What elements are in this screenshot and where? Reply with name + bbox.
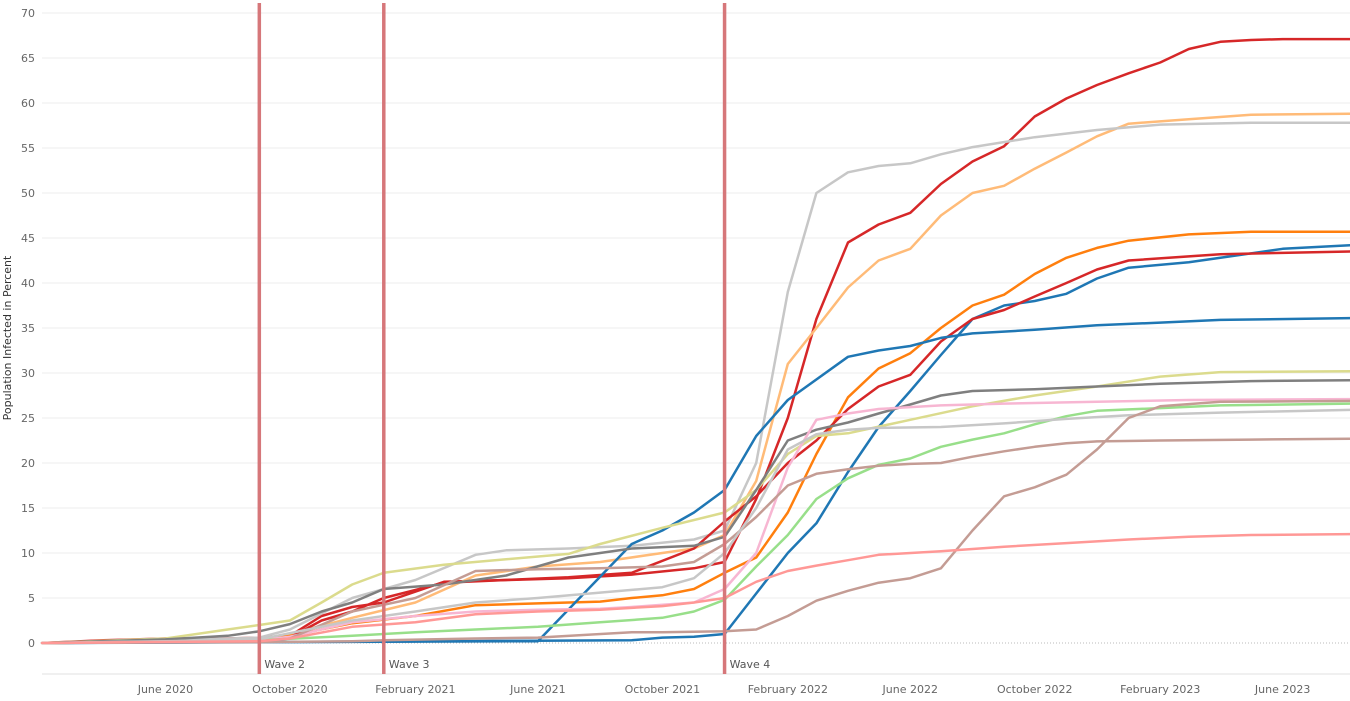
y-tick-label: 40 (21, 277, 35, 290)
series-line (40, 243, 1350, 645)
wave-label: Wave 4 (730, 658, 771, 671)
wave-label: Wave 3 (389, 658, 430, 671)
y-tick-label: 45 (21, 232, 35, 245)
series-line (40, 250, 1350, 645)
x-tick-label: February 2022 (748, 683, 828, 696)
series-line (40, 437, 1350, 645)
x-tick-label: February 2021 (375, 683, 455, 696)
series-line (40, 230, 1350, 645)
x-tick-label: June 2023 (1254, 683, 1310, 696)
x-tick-label: June 2022 (882, 683, 938, 696)
y-tick-label: 25 (21, 412, 35, 425)
y-axis-label: Population Infected in Percent (1, 255, 14, 420)
x-tick-label: June 2020 (137, 683, 193, 696)
x-tick-label: October 2021 (625, 683, 701, 696)
y-tick-label: 35 (21, 322, 35, 335)
x-tick-label: October 2022 (997, 683, 1073, 696)
reference-lines: Wave 2 Wave 3 Wave 4 (257, 3, 771, 674)
series-line (40, 37, 1350, 645)
y-tick-label: 5 (28, 592, 35, 605)
x-tick-label: February 2023 (1120, 683, 1200, 696)
x-tick-label: June 2021 (509, 683, 565, 696)
y-tick-label: 30 (21, 367, 35, 380)
y-tick-label: 65 (21, 52, 35, 65)
y-tick-label: 70 (21, 7, 35, 20)
y-tick-label: 60 (21, 97, 35, 110)
y-tick-label: 55 (21, 142, 35, 155)
series-line (40, 402, 1350, 645)
y-tick-label: 15 (21, 502, 35, 515)
series-line (40, 397, 1350, 645)
series-lines (40, 37, 1350, 645)
y-axis-ticks: 0 5 10 15 20 25 30 35 40 45 50 55 60 65 70 (21, 7, 35, 650)
series-line (40, 369, 1350, 645)
series-line (40, 316, 1350, 645)
x-tick-label: October 2020 (252, 683, 328, 696)
y-tick-label: 10 (21, 547, 35, 560)
series-line (40, 121, 1350, 645)
y-tick-label: 0 (28, 637, 35, 650)
y-tick-label: 20 (21, 457, 35, 470)
x-axis-ticks: June 2020 October 2020 February 2021 June 2… (42, 673, 1350, 696)
series-line (40, 408, 1350, 645)
series-line (40, 532, 1350, 645)
series-line (40, 399, 1350, 645)
wave-label: Wave 2 (264, 658, 305, 671)
y-tick-label: 50 (21, 187, 35, 200)
